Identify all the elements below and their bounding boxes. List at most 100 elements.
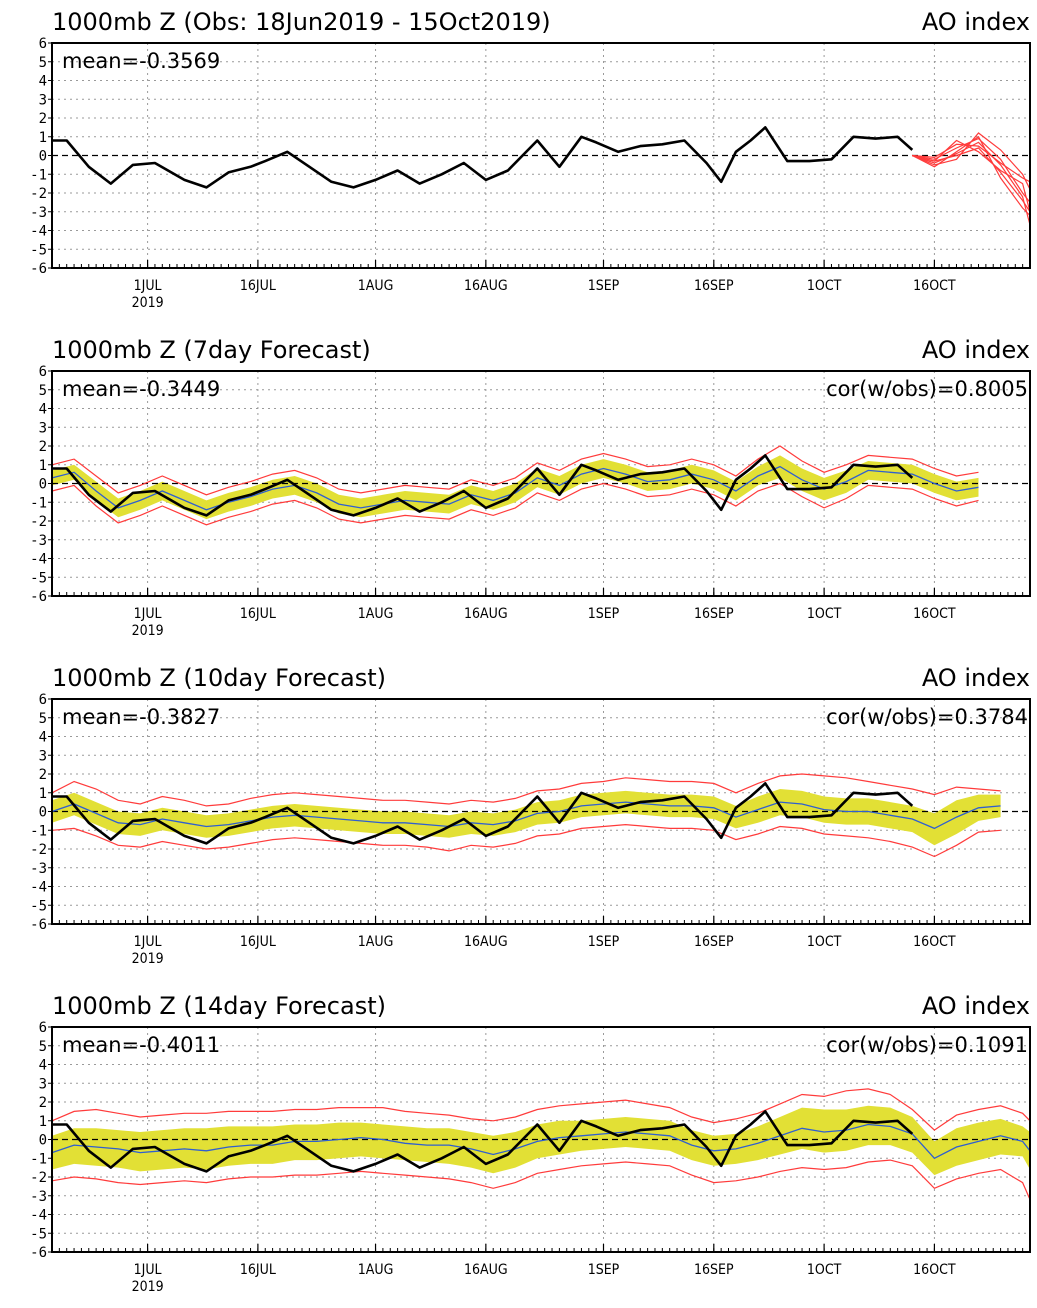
x-tick-label: 1OCT (807, 606, 842, 622)
y-tick-label: 1 (39, 458, 47, 474)
y-tick-label: 5 (39, 711, 47, 727)
y-tick-label: -6 (30, 589, 47, 605)
x-tick-label: 16JUL (240, 934, 276, 950)
observed-ao-line (52, 782, 914, 845)
y-tick-label: 4 (39, 1058, 47, 1074)
y-tick-label: -5 (30, 570, 47, 586)
y-tick-label: -1 (30, 1151, 47, 1167)
chart-right-title: AO index (922, 8, 1030, 36)
x-tick-label: 1SEP (588, 934, 620, 950)
y-tick-label: -3 (30, 861, 47, 877)
y-tick-label: -2 (30, 842, 47, 858)
y-tick-label: -4 (30, 1208, 47, 1224)
plot-area: 6 5 4 3 2 1 0 -1 -2 -3 -4 -5 -6 1JUL 16JUL 1AUG 16AUG 1SE… (30, 36, 1031, 311)
chart-right-title: AO index (922, 992, 1030, 1020)
mean-label: mean=-0.4011 (62, 1033, 220, 1057)
y-tick-label: -5 (30, 1226, 47, 1242)
y-tick-label: -3 (30, 1189, 47, 1205)
x-tick-label: 16AUG (464, 1262, 508, 1278)
y-tick-label: -2 (30, 1170, 47, 1186)
forecast-member-line (51, 482, 979, 526)
forecast-member-line (912, 135, 1031, 216)
x-tick-label: 1OCT (807, 934, 842, 950)
x-tick-label: 16SEP (694, 934, 734, 950)
y-tick-label: 0 (39, 1133, 47, 1149)
x-tick-label: 1JUL (134, 278, 162, 294)
y-tick-label: 1 (39, 130, 47, 146)
y-tick-label: -4 (30, 880, 47, 896)
forecast-member-line (912, 139, 1031, 212)
x-tick-label: 1JUL (134, 606, 162, 622)
y-tick-label: 0 (39, 805, 47, 821)
x-tick-label: 16SEP (694, 278, 734, 294)
x-tick-label: 1JUL (134, 1262, 162, 1278)
y-tick-label: 0 (39, 477, 47, 493)
panel-10day: 1000mb Z (10day Forecast) AO index 6 5 4 3 2… (0, 656, 1037, 980)
y-tick-label: 3 (39, 748, 47, 764)
panel-observed: 1000mb Z (Obs: 18Jun2019 - 15Oct2019) AO… (0, 0, 1037, 324)
x-tick-label: 1AUG (358, 1262, 394, 1278)
mean-label: mean=-0.3569 (62, 49, 220, 73)
y-tick-label: 0 (39, 149, 47, 165)
x-tick-label: 16AUG (464, 606, 508, 622)
y-tick-label: 3 (39, 420, 47, 436)
y-tick-label: 6 (39, 364, 47, 380)
y-tick-label: 6 (39, 36, 47, 52)
y-tick-label: 4 (39, 730, 47, 746)
chart-svg: 1000mb Z (14day Forecast) AO index 6 5 4 3 2… (30, 992, 1031, 1295)
observed-ao-line (52, 1110, 914, 1173)
x-tick-label: 16OCT (913, 934, 956, 950)
forecast-member-line (912, 141, 1031, 226)
x-tick-label: 16SEP (694, 1262, 734, 1278)
x-tick-label: 16OCT (913, 278, 956, 294)
x-tick-label: 16SEP (694, 606, 734, 622)
y-tick-label: 2 (39, 1095, 47, 1111)
x-tick-label: 1AUG (358, 278, 394, 294)
y-tick-label: 5 (39, 55, 47, 71)
forecast-member-line (912, 147, 1031, 213)
y-tick-label: 5 (39, 1039, 47, 1055)
x-tick-label: 1AUG (358, 934, 394, 950)
forecast-member-line (51, 445, 979, 496)
y-tick-label: 4 (39, 402, 47, 418)
y-tick-label: -4 (30, 224, 47, 240)
y-tick-label: -6 (30, 1245, 47, 1261)
correlation-label: cor(w/obs)=0.8005 (826, 377, 1028, 401)
x-tick-label: 1OCT (807, 1262, 842, 1278)
x-year-label: 2019 (132, 623, 164, 639)
x-tick-label: 1SEP (588, 606, 620, 622)
chart-svg: 1000mb Z (7day Forecast) AO index 6 5 4 3 2 1… (30, 336, 1031, 639)
chart-title: 1000mb Z (7day Forecast) (52, 336, 371, 364)
y-tick-label: 3 (39, 92, 47, 108)
y-tick-label: 2 (39, 111, 47, 127)
forecast-member-line (912, 137, 1031, 203)
y-tick-label: 5 (39, 383, 47, 399)
mean-label: mean=-0.3827 (62, 705, 220, 729)
y-tick-label: 2 (39, 439, 47, 455)
x-tick-label: 1JUL (134, 934, 162, 950)
panel-7day: 1000mb Z (7day Forecast) AO index 6 5 4 3 2 1… (0, 328, 1037, 652)
chart-svg: 1000mb Z (10day Forecast) AO index 6 5 4 3 2… (30, 664, 1031, 967)
observed-ao-line (52, 454, 914, 517)
y-tick-label: -3 (30, 205, 47, 221)
x-tick-label: 1SEP (588, 278, 620, 294)
chart-title: 1000mb Z (10day Forecast) (52, 664, 386, 692)
x-tick-label: 1SEP (588, 1262, 620, 1278)
x-year-label: 2019 (132, 1279, 164, 1295)
mean-label: mean=-0.3449 (62, 377, 220, 401)
forecast-member-line (912, 132, 1031, 190)
x-tick-label: 16JUL (240, 606, 276, 622)
y-tick-label: -5 (30, 242, 47, 258)
plot-area: 6 5 4 3 2 1 0 -1 -2 -3 -4 -5 -6 1JUL 16JUL 1AUG 16AUG 1SE… (30, 1020, 1031, 1295)
y-tick-label: -6 (30, 261, 47, 277)
y-tick-label: 6 (39, 692, 47, 708)
y-tick-label: 6 (39, 1020, 47, 1036)
y-tick-label: 4 (39, 74, 47, 90)
forecast-member-line (51, 1159, 1031, 1200)
panel-14day: 1000mb Z (14day Forecast) AO index 6 5 4 3 2… (0, 984, 1037, 1308)
x-year-label: 2019 (132, 951, 164, 967)
x-year-label: 2019 (132, 295, 164, 311)
forecast-member-line (51, 823, 1001, 858)
y-tick-label: 1 (39, 786, 47, 802)
x-tick-label: 16JUL (240, 1262, 276, 1278)
